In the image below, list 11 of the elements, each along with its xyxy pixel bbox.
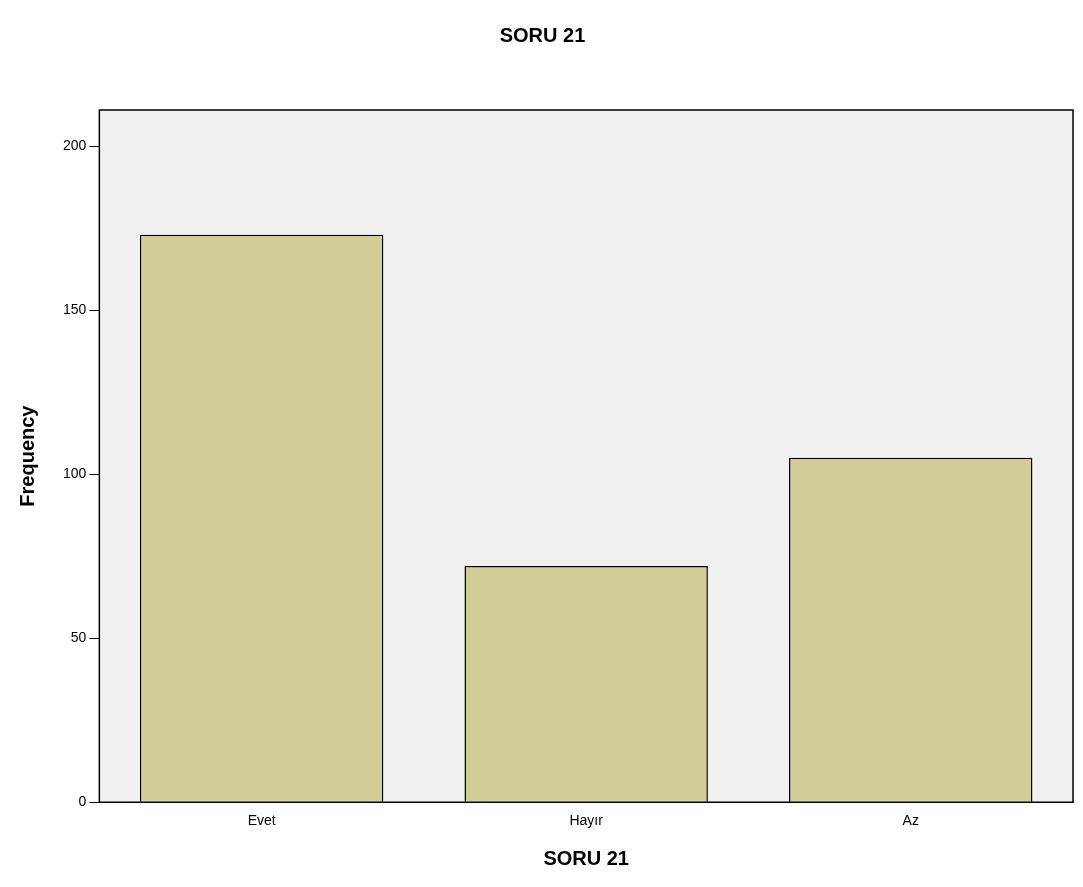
chart-title: SORU 21 — [499, 23, 586, 46]
x-axis-title: SORU 21 — [543, 846, 629, 869]
x-tick-label: Hayır — [569, 812, 604, 829]
y-tick-label: 200 — [63, 136, 87, 153]
y-tick-label: 50 — [70, 629, 87, 646]
y-tick-label: 150 — [63, 300, 87, 317]
y-axis-title: Frequency — [15, 404, 38, 507]
y-tick-label: 0 — [78, 793, 87, 810]
y-tick-label: 100 — [63, 465, 87, 481]
x-tick-label: Az — [902, 812, 919, 829]
x-tick-label: Evet — [247, 812, 276, 829]
